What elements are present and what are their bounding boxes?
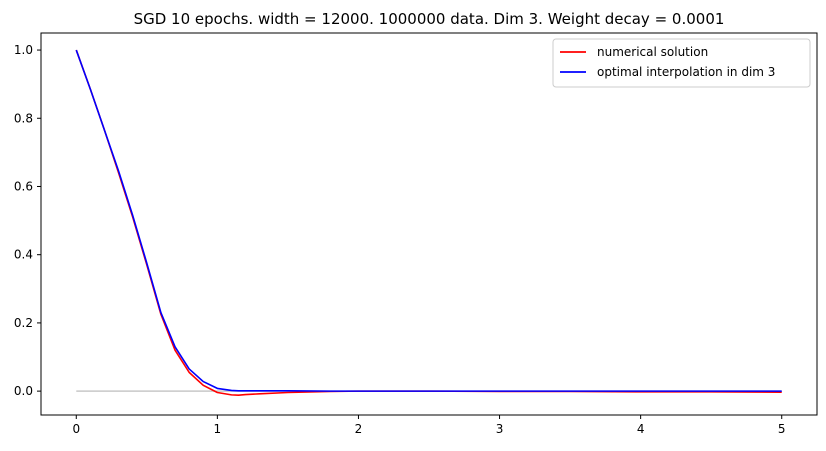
x-tick-label: 2 — [355, 422, 363, 436]
x-tick-label: 0 — [72, 422, 80, 436]
y-tick-label: 0.4 — [14, 248, 33, 262]
x-tick-label: 1 — [214, 422, 222, 436]
series-line-2 — [75, 49, 782, 392]
y-tick-label: 0.8 — [14, 111, 33, 125]
legend: numerical solution optimal interpolation … — [552, 38, 811, 88]
legend-label-1: numerical solution — [597, 45, 708, 59]
y-tick-label: 0.0 — [14, 384, 33, 398]
series-layer — [75, 49, 782, 397]
plot-frame — [40, 32, 818, 416]
x-tick-label: 3 — [496, 422, 504, 436]
y-tick-label: 1.0 — [14, 43, 33, 57]
x-tick-label: 4 — [637, 422, 645, 436]
series-line-1 — [75, 49, 782, 397]
y-tick-label: 0.6 — [14, 179, 33, 193]
chart-title: SGD 10 epochs. width = 12000. 1000000 da… — [134, 10, 725, 28]
legend-box — [552, 38, 811, 88]
ticks-layer: 0 1 2 3 4 5 0.0 0.2 0.4 0.6 0.8 1.0 — [14, 43, 786, 436]
axes-frame — [40, 32, 818, 416]
legend-label-2: optimal interpolation in dim 3 — [597, 65, 775, 79]
x-tick-label: 5 — [778, 422, 786, 436]
y-tick-label: 0.2 — [14, 316, 33, 330]
